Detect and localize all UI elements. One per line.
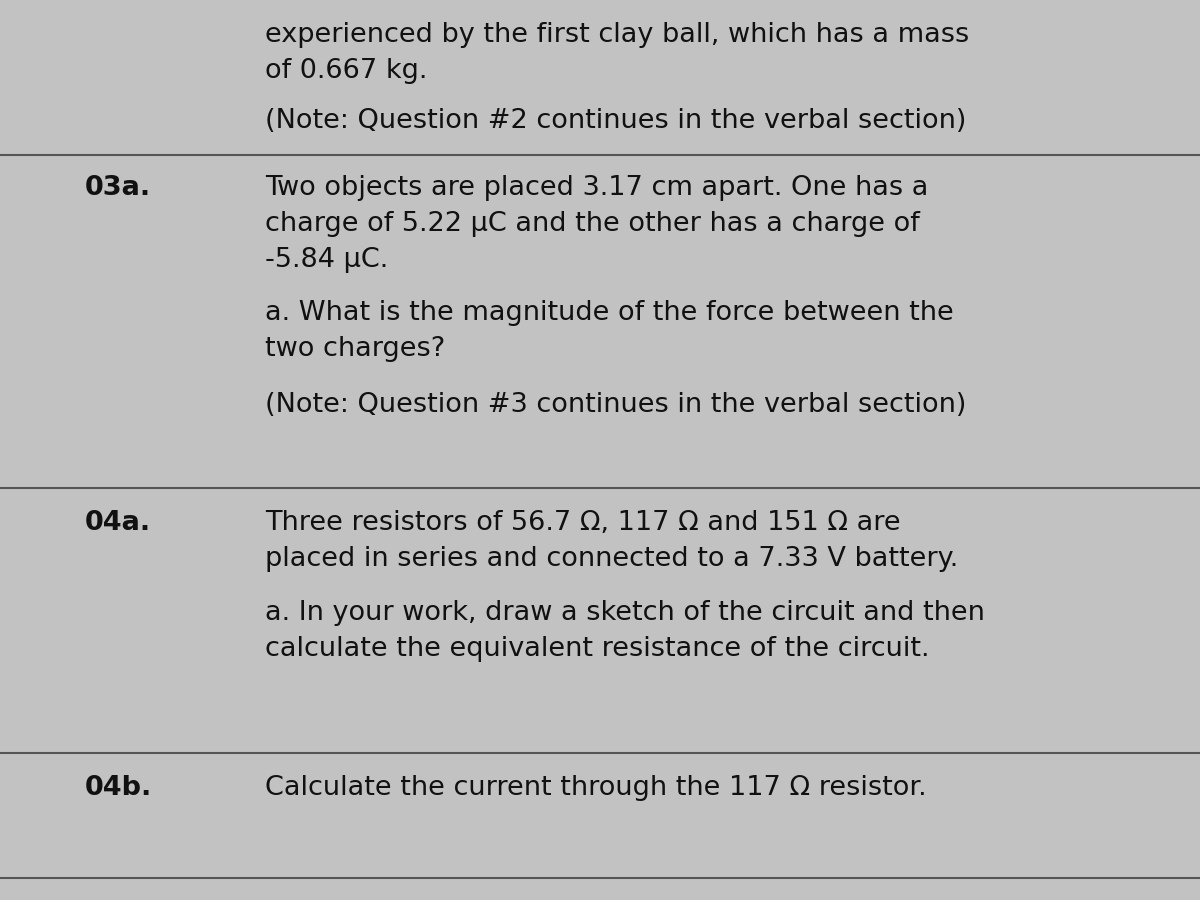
Text: Two objects are placed 3.17 cm apart. One has a: Two objects are placed 3.17 cm apart. On… <box>265 175 929 201</box>
Text: Calculate the current through the 117 Ω resistor.: Calculate the current through the 117 Ω … <box>265 775 926 801</box>
Text: Three resistors of 56.7 Ω, 117 Ω and 151 Ω are: Three resistors of 56.7 Ω, 117 Ω and 151… <box>265 510 901 536</box>
Text: two charges?: two charges? <box>265 336 445 362</box>
Text: placed in series and connected to a 7.33 V battery.: placed in series and connected to a 7.33… <box>265 546 959 572</box>
Text: -5.84 μC.: -5.84 μC. <box>265 247 389 273</box>
Text: a. What is the magnitude of the force between the: a. What is the magnitude of the force be… <box>265 300 954 326</box>
Text: (Note: Question #2 continues in the verbal section): (Note: Question #2 continues in the verb… <box>265 108 966 134</box>
Text: a. In your work, draw a sketch of the circuit and then: a. In your work, draw a sketch of the ci… <box>265 600 985 626</box>
Text: 03a.: 03a. <box>85 175 151 201</box>
Text: calculate the equivalent resistance of the circuit.: calculate the equivalent resistance of t… <box>265 636 930 662</box>
Text: 04a.: 04a. <box>85 510 151 536</box>
Text: (Note: Question #3 continues in the verbal section): (Note: Question #3 continues in the verb… <box>265 392 966 418</box>
Text: of 0.667 kg.: of 0.667 kg. <box>265 58 427 84</box>
Text: experienced by the first clay ball, which has a mass: experienced by the first clay ball, whic… <box>265 22 970 48</box>
Text: 04b.: 04b. <box>85 775 152 801</box>
Text: charge of 5.22 μC and the other has a charge of: charge of 5.22 μC and the other has a ch… <box>265 211 919 237</box>
